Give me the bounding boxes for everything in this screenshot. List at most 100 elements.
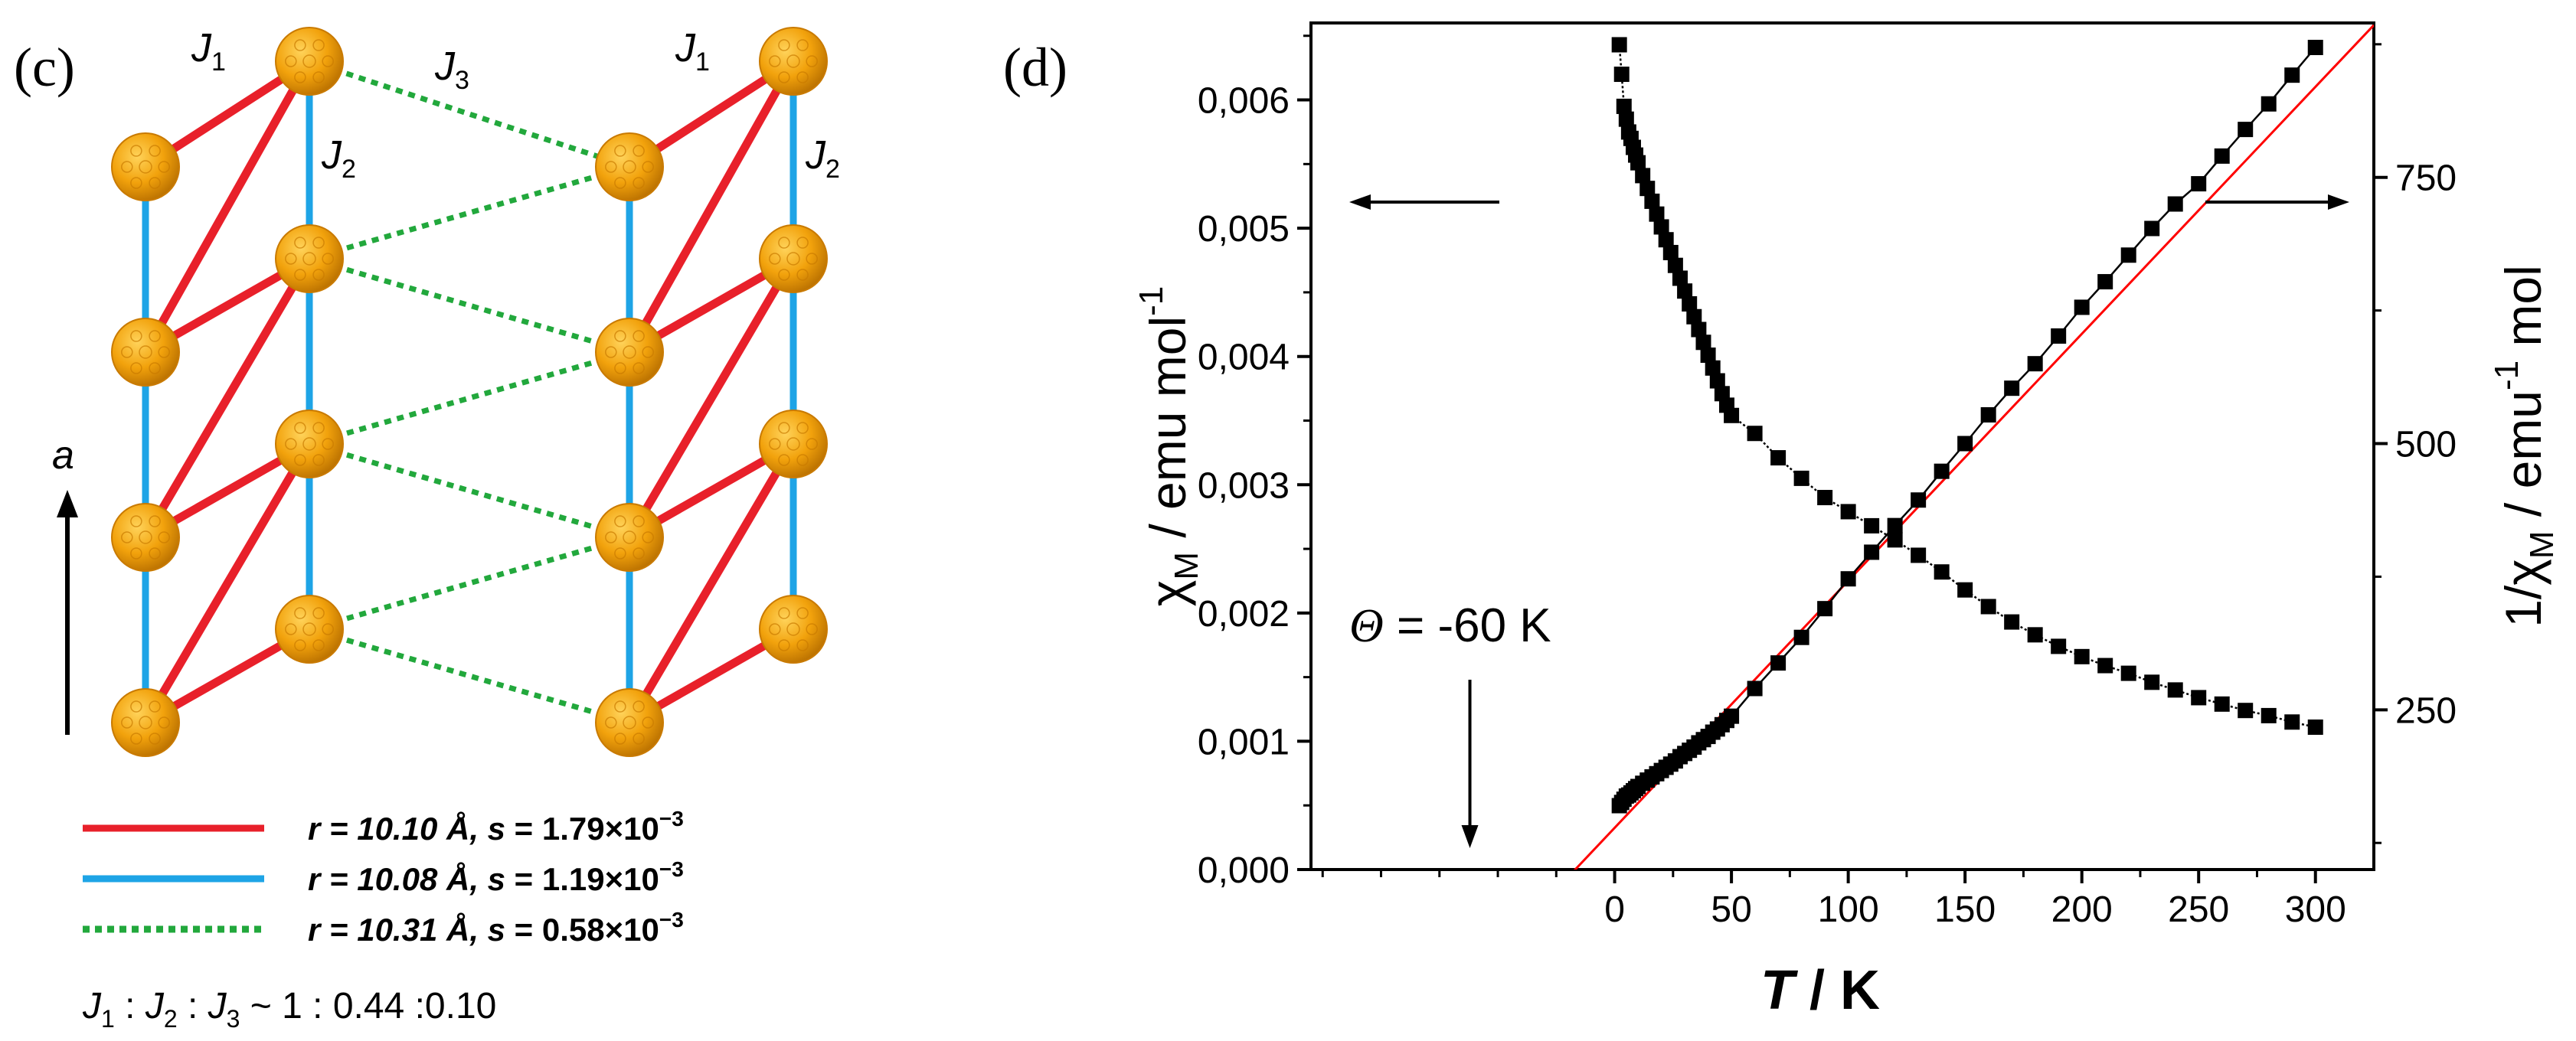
inverse-chi-data-point	[1724, 708, 1740, 724]
y-left-tick-label: 0,003	[1198, 465, 1290, 506]
inverse-chi-data-point	[2097, 274, 2113, 290]
inverse-chi-data-point	[2191, 176, 2207, 192]
inverse-chi-data-point	[2027, 356, 2043, 372]
chi-data-point	[2120, 665, 2136, 681]
legend-entry-green: r = 10.31 Å, s = 0.58×10−3	[308, 908, 684, 948]
chi-data-point	[1686, 308, 1702, 325]
y-right-tick-label: 250	[2395, 690, 2457, 731]
legend-entry-red: r = 10.10 Å, s = 1.79×10−3	[308, 807, 684, 847]
bond-j3	[309, 349, 630, 447]
fullerene-molecule	[111, 132, 180, 201]
bond-j3	[309, 534, 630, 632]
inverse-chi-data-point	[1840, 571, 1856, 587]
chi-data-point	[1793, 470, 1809, 486]
bond-j1	[626, 442, 797, 725]
fullerene-molecule	[759, 27, 828, 96]
inverse-chi-data-point	[2307, 39, 2323, 55]
fullerene-molecule	[111, 503, 180, 572]
bond-j1	[142, 256, 313, 540]
x-tick-label: 250	[2168, 889, 2229, 930]
x-tick-label: 200	[2051, 889, 2113, 930]
x-tick-label: 300	[2285, 889, 2346, 930]
chi-data-point	[2051, 638, 2067, 654]
inverse-chi-data-point	[2261, 96, 2277, 112]
chi-data-point	[1611, 37, 1627, 53]
fullerene-molecule	[759, 410, 828, 478]
chi-data-point	[1630, 155, 1646, 171]
chi-data-point	[2097, 658, 2113, 674]
chi-data-point	[1724, 407, 1740, 423]
fullerene-molecule	[595, 503, 664, 572]
chi-data-point	[1700, 348, 1716, 364]
panel-d-label: (d)	[1003, 37, 1067, 98]
legend: r = 10.10 Å, s = 1.79×10−3 r = 10.08 Å, …	[83, 807, 684, 948]
y-right-tick-label: 500	[2395, 425, 2457, 465]
inverse-chi-data-point	[2167, 196, 2183, 212]
y-left-tick-label: 0,005	[1198, 209, 1290, 250]
chi-data-point	[1644, 193, 1660, 209]
chi-data-point	[1667, 257, 1683, 273]
bond-j1	[142, 59, 313, 354]
chi-data-point	[1817, 490, 1833, 506]
chi-data-point	[1934, 564, 1950, 580]
coupling-label-j2-left: J2	[321, 133, 356, 184]
chi-data-point	[2027, 627, 2043, 643]
chi-data-point	[2284, 714, 2300, 730]
fullerene-molecule	[111, 688, 180, 757]
lattice-bonds	[142, 57, 797, 726]
inverse-chi-data-point	[1911, 492, 1927, 508]
inverse-chi-data-point	[1770, 655, 1787, 671]
chi-data-point	[2191, 690, 2207, 706]
chi-data-point	[2238, 703, 2254, 719]
theta-intercept-arrow	[1461, 680, 1479, 848]
plot-frame	[1309, 21, 2375, 871]
axis-a-arrowhead	[57, 490, 78, 517]
chi-data-point	[1662, 244, 1679, 260]
fullerene-molecule	[275, 224, 344, 293]
inverse-chi-data-point	[1793, 629, 1809, 645]
series-points	[1611, 37, 2323, 814]
bond-j3	[309, 256, 630, 355]
inverse-chi-data-point	[2284, 67, 2300, 83]
inverse-chi-data-point	[2120, 247, 2136, 263]
chi-data-point	[1887, 532, 1903, 548]
chi-data-point	[1957, 582, 1973, 598]
y-right-tick-label: 750	[2395, 158, 2457, 199]
panel-d: (d) 0 50 100 150 200 250 300 0,0000,0010,0020,…	[1003, 21, 2561, 1021]
lattice-molecules	[111, 27, 828, 757]
chi-data-point	[1616, 98, 1632, 114]
chi-data-point	[2214, 696, 2230, 712]
chi-data-point	[2004, 614, 2020, 630]
chi-data-point	[1672, 270, 1688, 286]
inverse-chi-data-point	[2238, 122, 2254, 138]
chi-data-point	[1613, 67, 1630, 83]
y-left-axis-ticks: 0,000 0,001 0,002 0,003 0,004 0,005 0,006	[1198, 34, 1311, 891]
inverse-chi-data-point	[1980, 406, 1996, 423]
y-left-axis-label: χM / emu mol-1	[1133, 286, 1205, 607]
chi-data-point	[1705, 360, 1721, 376]
fullerene-molecule	[275, 410, 344, 478]
x-tick-label: 0	[1604, 889, 1625, 930]
inverse-chi-data-point	[2074, 299, 2090, 315]
inverse-chi-data-point	[1817, 601, 1833, 617]
coupling-ratio: J1 : J2 : J3 ~ 1 : 0.44 :0.10	[82, 986, 496, 1033]
theta-annotation: Θ = -60 K	[1349, 599, 1551, 652]
chi-data-point	[1980, 599, 1996, 615]
chi-data-point	[1709, 373, 1725, 389]
series-line	[1618, 47, 2316, 807]
bond-j1	[142, 442, 313, 725]
chi-data-point	[1635, 168, 1651, 184]
chi-data-point	[1682, 295, 1698, 312]
fullerene-molecule	[759, 224, 828, 293]
chi-data-point	[1677, 283, 1693, 299]
fullerene-molecule	[759, 595, 828, 664]
y-right-axis-ticks: 250 500 750	[2374, 43, 2457, 844]
inverse-chi-data-point	[2051, 328, 2067, 344]
inverse-chi-data-point	[1864, 544, 1880, 560]
inverse-chi-data-point	[1887, 517, 1903, 534]
chi-data-point	[2307, 719, 2323, 735]
chi-data-point	[2167, 682, 2183, 698]
chi-data-point	[1695, 334, 1711, 351]
inverse-chi-data-point	[2144, 220, 2160, 237]
